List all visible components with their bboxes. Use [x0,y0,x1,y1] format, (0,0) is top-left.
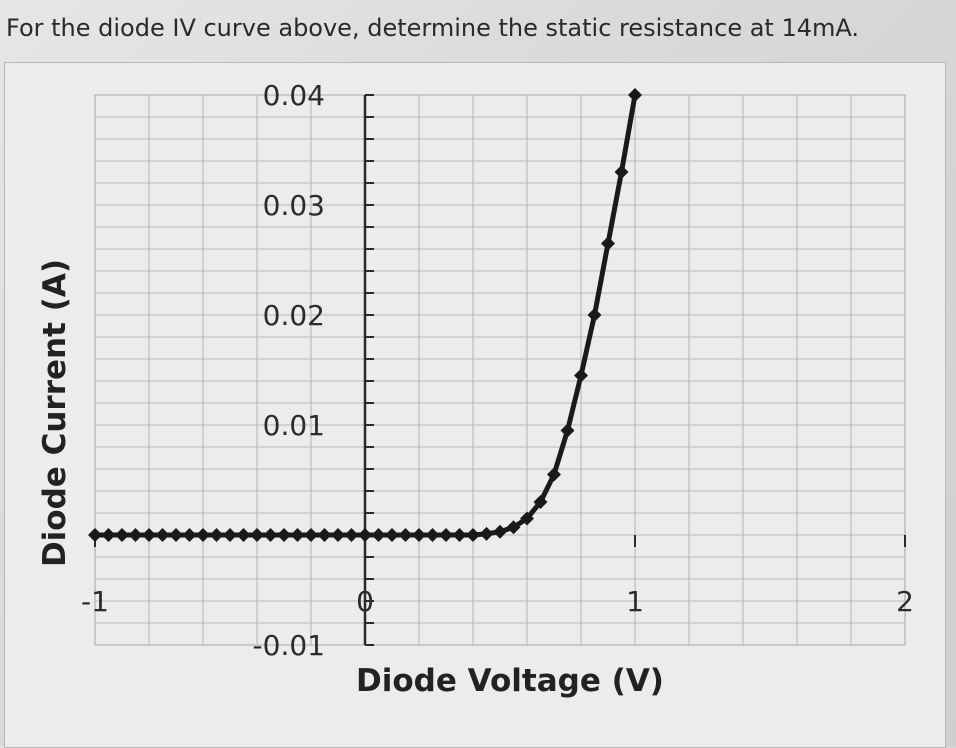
data-point [236,528,251,542]
data-point [209,528,224,542]
y-axis [94,94,906,646]
y-tick-labels: 0.04 0.03 0.02 0.01 -0.01 [253,79,325,662]
data-point [601,236,615,251]
data-point [331,528,345,542]
x-tick-label: 0 [356,585,374,618]
x-tick-label: 1 [626,585,644,618]
data-point [155,528,170,542]
data-point [587,308,602,322]
y-tick-label: -0.01 [253,629,325,662]
data-point [466,528,480,542]
plot-area-border [94,94,906,646]
y-tick-label: 0.04 [263,79,325,112]
data-point [88,528,102,542]
data-point [385,528,399,542]
data-point [344,528,359,542]
data-point [493,524,507,539]
x-axis-title: Diode Voltage (V) [356,663,664,699]
data-point [398,528,413,542]
data-point [628,88,642,102]
data-point [614,165,629,179]
data-point [439,528,453,542]
data-point [277,528,291,542]
data-point [115,528,129,542]
y-tick-label: 0.03 [263,189,325,222]
data-point [304,528,318,542]
data-point [182,528,197,542]
x-tick-label: -1 [81,585,109,618]
x-tick-labels: -1 0 1 2 [81,585,914,618]
y-tick-label: 0.02 [263,299,325,332]
data-point [533,495,548,509]
data-point [101,528,116,542]
y-tick-label: 0.01 [263,409,325,442]
data-point [290,528,305,542]
y-axis-title: Diode Current (A) [37,259,73,567]
chart-paper: 0.04 0.03 0.02 0.01 -0.01 -1 0 1 2 Diode Voltag… [4,62,946,748]
data-point [196,528,210,542]
iv-curve-chart: 0.04 0.03 0.02 0.01 -0.01 -1 0 1 2 Diode Voltag… [37,79,914,699]
data-point [358,528,372,542]
data-point [479,526,494,541]
data-point [142,528,156,542]
data-point [250,528,264,542]
data-series [88,88,642,542]
data-point [317,528,332,542]
data-point [371,528,386,542]
data-point [169,528,183,542]
x-tick-label: 2 [896,585,914,618]
question-text: For the diode IV curve above, determine … [6,14,860,42]
data-point [128,528,143,542]
data-point [574,368,588,383]
data-point [560,423,575,438]
data-point [452,528,467,542]
data-point [425,528,440,542]
chart-grid [94,94,906,646]
data-point [506,520,521,535]
data-point [412,528,426,542]
data-point [520,511,534,526]
data-point [263,528,278,542]
data-point [547,467,561,482]
data-point [223,528,237,542]
